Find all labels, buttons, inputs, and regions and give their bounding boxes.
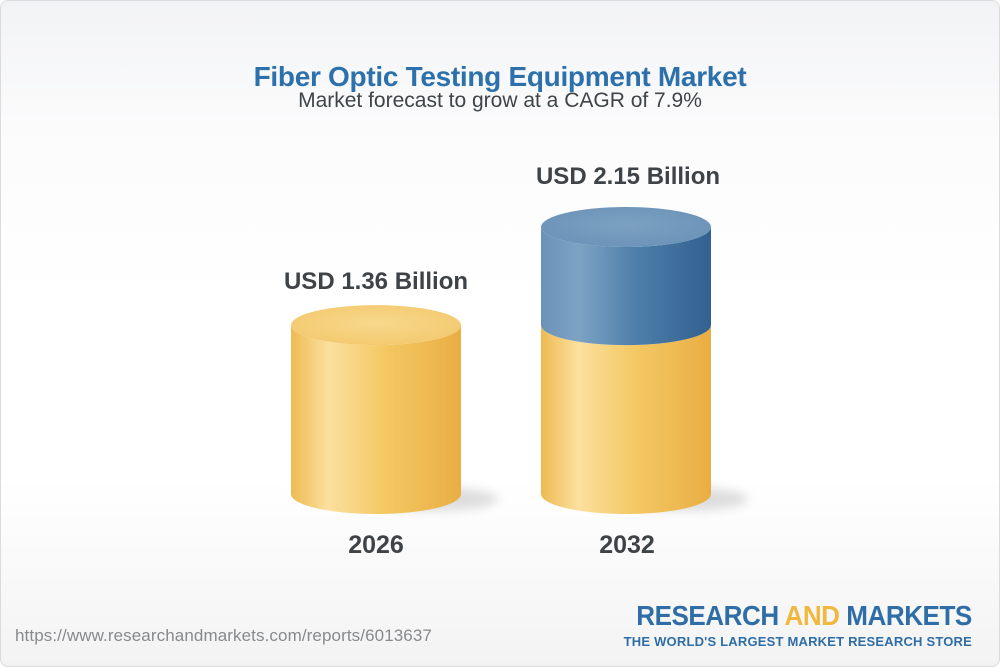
research-and-markets-logo: RESEARCH AND MARKETS THE WORLD'S LARGEST… — [611, 602, 973, 649]
value-label-2032: USD 2.15 Billion — [535, 163, 721, 190]
logo-word-research: RESEARCH — [636, 600, 779, 631]
category-label-2026: 2026 — [348, 531, 404, 559]
blue-cylinder-segment — [541, 227, 711, 346]
cylinder-bar-2032 — [541, 207, 748, 514]
report-url: https://www.researchandmarkets.com/repor… — [15, 626, 432, 645]
gold-cylinder-segment — [291, 325, 461, 514]
value-label-2026: USD 1.36 Billion — [283, 268, 469, 295]
category-label-2032: 2032 — [599, 531, 655, 559]
chart-title: Fiber Optic Testing Equipment Market — [253, 60, 747, 92]
chart-subtitle: Market forecast to grow at a CAGR of 7.9… — [298, 89, 702, 112]
logo-tagline: THE WORLD'S LARGEST MARKET RESEARCH STOR… — [623, 634, 972, 649]
logo-word-and: AND — [784, 600, 840, 631]
cylinder-bar-2026 — [291, 305, 498, 514]
cylinder-top-face — [541, 207, 711, 247]
cylinder-top-face — [291, 305, 461, 346]
gold-cylinder-segment — [541, 325, 711, 514]
logo-word-markets: MARKETS — [846, 600, 972, 631]
logo-wordmark: RESEARCH AND MARKETS — [636, 602, 972, 630]
